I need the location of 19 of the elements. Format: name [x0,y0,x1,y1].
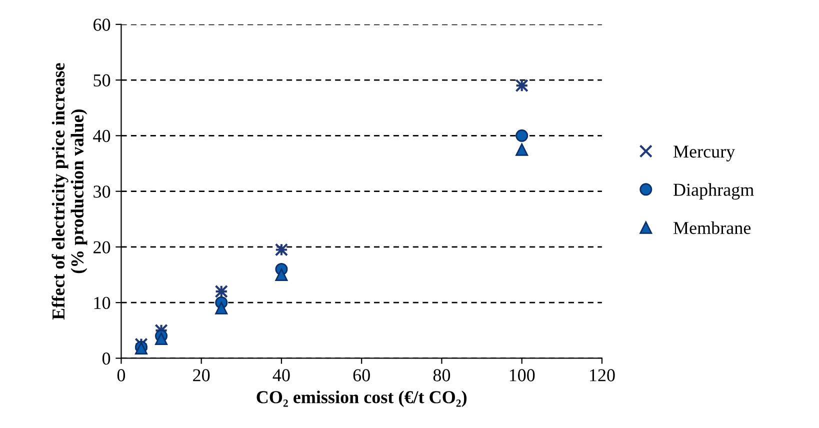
legend-label: Mercury [673,146,736,162]
legend-label: Diaphragm [673,183,754,200]
y-axis-title: Effect of electricity price increase (% production value) [52,63,88,320]
y-tick-label: 40 [93,130,110,142]
x-tick-label: 100 [510,369,535,382]
x-axis-title: CO₂ emission cost (€/t CO₂) [256,390,467,407]
x-tick-label: 40 [272,369,290,382]
y-tick-label: 50 [94,74,110,86]
x-tick-label: 0 [117,369,126,382]
x-tick-label: 120 [590,369,615,382]
x-tick-label: 80 [433,369,450,382]
y-tick-label: 20 [94,241,110,254]
y-tick-label: 10 [94,296,110,310]
x-tick-label: 20 [193,369,210,382]
legend-label: Membrane [673,221,751,234]
x-tick-label: 60 [353,369,370,382]
y-tick-label: 60 [94,18,110,31]
y-tick-label: 30 [94,186,110,198]
y-tick-label: 0 [102,352,110,365]
